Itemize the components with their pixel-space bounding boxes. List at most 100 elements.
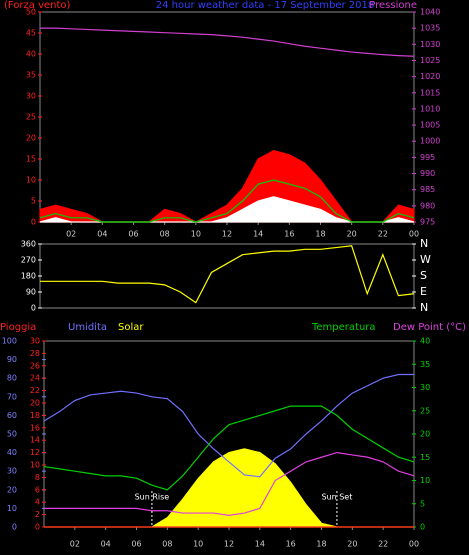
x-tick-label: 00 (409, 540, 419, 549)
y2-tick-label: 1035 (420, 24, 440, 33)
x-tick-label: 08 (162, 540, 172, 549)
x-tick-label: 20 (347, 540, 357, 549)
y3-tick-label: 16 (30, 423, 40, 432)
y2-label: Pressione (369, 0, 417, 11)
x-tick-label: 04 (97, 230, 107, 239)
y2-tick-label: 985 (420, 185, 435, 194)
y2-tick-label: 20 (420, 430, 430, 439)
y-tick-label: 45 (26, 29, 36, 38)
y-tick-label: 40 (26, 50, 36, 59)
x-tick-label: 22 (378, 230, 388, 239)
y2-tick-label: 5 (420, 499, 425, 508)
line (43, 405, 415, 491)
y-tick-label: 360 (21, 240, 36, 249)
line (43, 373, 414, 478)
x-tick-label: 10 (191, 230, 201, 239)
y-tick-label: 90 (26, 288, 36, 297)
y2-tick-label: 35 (420, 360, 430, 369)
legend-label: Solar (118, 322, 144, 333)
x-tick-label: 14 (255, 540, 265, 549)
y-tick-label: 50 (26, 8, 36, 17)
y3-tick-label: 12 (30, 448, 40, 457)
y-tick-label: 35 (26, 71, 36, 80)
y-tick-label: 15 (26, 155, 36, 164)
y-tick-label: 30 (7, 467, 17, 476)
y-tick-label: 70 (7, 392, 17, 401)
y3-tick-label: 24 (30, 374, 40, 383)
y3-tick-label: 28 (30, 349, 40, 358)
x-tick-label: 12 (224, 540, 234, 549)
y2-tick-label: 990 (420, 169, 435, 178)
y2-tick-label: 30 (420, 383, 430, 392)
y-tick-label: 180 (21, 272, 36, 281)
y-tick-label: 20 (26, 134, 36, 143)
y-tick-label: 25 (26, 113, 36, 122)
x-tick-label: 12 (222, 230, 232, 239)
y2-tick-label: 40 (420, 337, 430, 346)
y3-tick-label: 10 (30, 461, 40, 470)
y3-tick-label: 4 (35, 498, 40, 507)
x-tick-label: 08 (160, 230, 170, 239)
y3-tick-label: 20 (30, 399, 40, 408)
y2-tick-label: 980 (420, 201, 435, 210)
x-tick-label: 22 (378, 540, 388, 549)
y-tick-label: 100 (2, 337, 17, 346)
x-tick-label: 20 (347, 230, 357, 239)
y2-tick-label: 1015 (420, 88, 440, 97)
x-tick-label: 04 (101, 540, 111, 549)
x-tick-label: 18 (315, 230, 325, 239)
y2-tick-label: E (420, 285, 427, 298)
x-tick-label: 10 (193, 540, 203, 549)
y3-tick-label: 14 (30, 436, 40, 445)
x-tick-label: 16 (286, 540, 296, 549)
y2-tick-label: 15 (420, 453, 430, 462)
y3-tick-label: 26 (30, 361, 40, 370)
y2-tick-label: N (420, 237, 428, 250)
y2-tick-label: S (420, 269, 427, 282)
legend-label: Umidita (68, 322, 107, 333)
y-tick-label: 90 (7, 355, 17, 364)
y3-tick-label: 30 (30, 337, 40, 346)
x-tick-label: 02 (70, 540, 80, 549)
x-tick-label: 14 (253, 230, 263, 239)
chart-title: 24 hour weather data - 17 September 2018 (156, 0, 374, 11)
y-tick-label: 40 (7, 448, 17, 457)
y3-tick-label: 18 (30, 411, 40, 420)
y-tick-label: 10 (26, 176, 36, 185)
annotation: Sun Set (321, 493, 352, 502)
y3-tick-label: 2 (35, 510, 40, 519)
y2-tick-label: 1000 (420, 137, 440, 146)
y-tick-label: 80 (7, 374, 17, 383)
x-tick-label: 06 (128, 230, 138, 239)
line (39, 179, 415, 223)
line (44, 451, 415, 516)
y2-tick-label: 1025 (420, 56, 440, 65)
y-tick-label: 0 (31, 218, 36, 227)
y2-tick-label: 0 (420, 523, 425, 532)
y-tick-label: 60 (7, 411, 17, 420)
y2-tick-label: 1010 (420, 104, 440, 113)
x-tick-label: 06 (131, 540, 141, 549)
y3-tick-label: 8 (35, 473, 40, 482)
x-tick-label: 00 (409, 230, 419, 239)
y-tick-label: 0 (31, 304, 36, 313)
plot-frame (39, 243, 415, 309)
y-label: (Forza vento) (4, 0, 71, 11)
legend-label: Pioggia (0, 322, 36, 333)
line (40, 245, 415, 304)
y-tick-label: 50 (7, 430, 17, 439)
legend-label: Dew Point (°C) (393, 322, 466, 333)
annotation: Sun Rise (135, 493, 170, 502)
y-tick-label: 20 (7, 485, 17, 494)
y2-tick-label: 975 (420, 218, 435, 227)
x-tick-label: 16 (284, 230, 294, 239)
x-tick-label: 18 (316, 540, 326, 549)
area (39, 149, 415, 223)
y-tick-label: 270 (21, 256, 36, 265)
y2-tick-label: 25 (420, 406, 430, 415)
y3-tick-label: 6 (35, 485, 40, 494)
y2-tick-label: 1020 (420, 72, 440, 81)
y2-tick-label: 10 (420, 476, 430, 485)
y2-tick-label: 995 (420, 153, 435, 162)
